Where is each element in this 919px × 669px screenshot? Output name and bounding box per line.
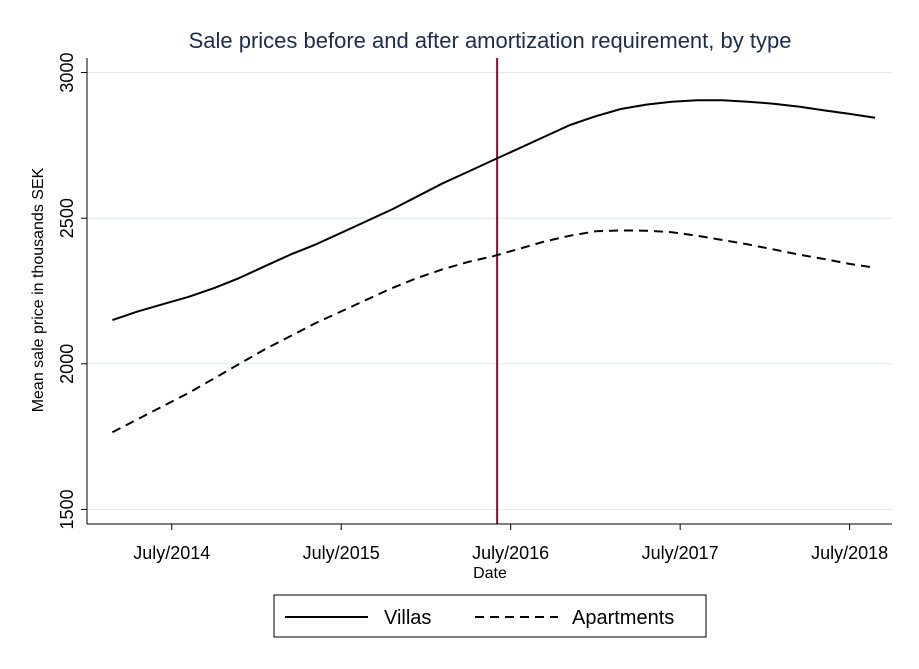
chart-title: Sale prices before and after amortizatio…: [189, 28, 792, 53]
x-axis-title: Date: [473, 565, 507, 582]
legend: Villas Apartments: [273, 594, 707, 638]
series-line-villas: [112, 99, 876, 322]
y-tick-labels: 1500 2000 2500 3000: [57, 53, 77, 530]
legend-label-villas: Villas: [384, 607, 431, 629]
y-tick-label-3000: 3000: [57, 53, 77, 93]
x-tick-label-3: July/2017: [642, 543, 719, 563]
y-tick-label-1500: 1500: [57, 489, 77, 529]
axes: [81, 58, 892, 530]
x-tick-labels: July/2014 July/2015 July/2016 July/2017 July…: [133, 543, 888, 563]
x-tick-label-2: July/2016: [472, 543, 549, 563]
series-line-apartments: [111, 229, 876, 434]
series-lines: [111, 99, 876, 434]
x-tick-label-4: July/2018: [811, 543, 888, 563]
legend-label-apartments: Apartments: [572, 607, 674, 629]
y-axis-title: Mean sale price in thousands SEK: [30, 167, 47, 412]
y-tick-label-2500: 2500: [57, 198, 77, 238]
y-tick-label-2000: 2000: [57, 344, 77, 384]
x-tick-label-1: July/2015: [303, 543, 380, 563]
x-tick-label-0: July/2014: [133, 543, 210, 563]
grid-lines: [87, 71, 892, 511]
